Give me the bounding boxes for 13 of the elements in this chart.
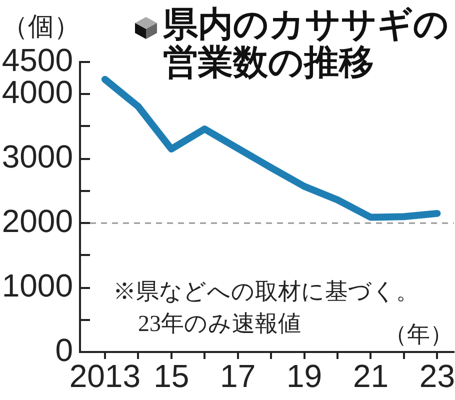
y-tick-label: 3000 bbox=[2, 138, 73, 174]
y-tick-label: 2000 bbox=[2, 202, 73, 239]
y-tick-label: 1000 bbox=[2, 267, 73, 304]
annotation: ※県などへの取材に基づく。 bbox=[113, 279, 419, 304]
x-tick-label: 21 bbox=[352, 358, 389, 394]
chart-title: 県内のカササギの営業数の推移 bbox=[163, 5, 450, 83]
x-axis-title: （年） bbox=[384, 322, 453, 348]
x-tick-label: 15 bbox=[154, 358, 190, 394]
annotation: 23年のみ速報値 bbox=[138, 311, 301, 336]
x-tick-label: 19 bbox=[286, 358, 322, 394]
x-tick-label: 23 bbox=[419, 358, 455, 394]
y-axis-title: （個） bbox=[2, 12, 80, 42]
x-tick-label: 17 bbox=[220, 358, 256, 394]
